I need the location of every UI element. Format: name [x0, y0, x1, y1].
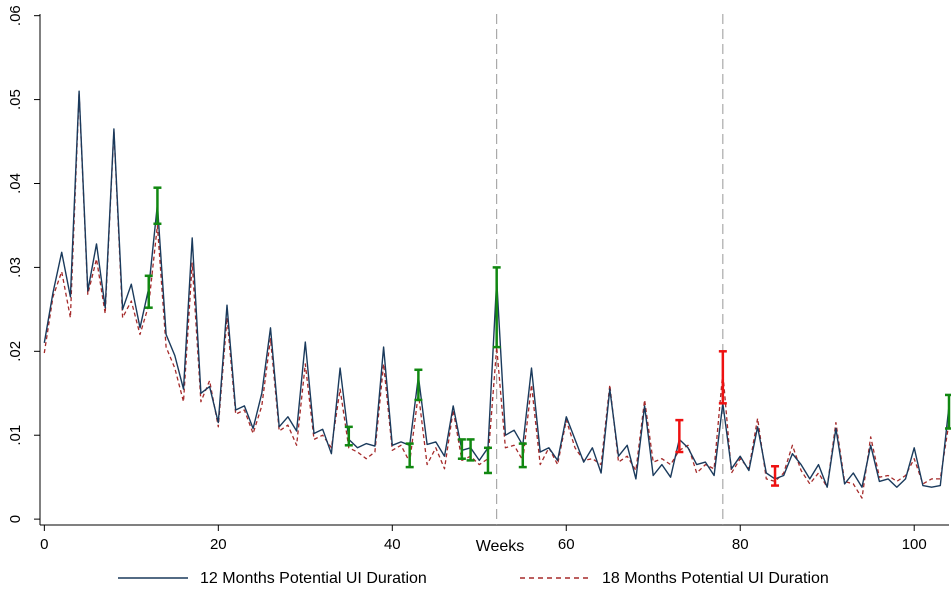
- error-bars: [144, 186, 951, 487]
- error-bar: [344, 425, 353, 447]
- y-tick-label: .01: [7, 425, 24, 446]
- y-tick-label: .03: [7, 257, 24, 278]
- error-bar: [483, 446, 492, 475]
- error-bar: [144, 274, 153, 309]
- y-tick-label: .02: [7, 341, 24, 362]
- error-bar: [945, 393, 951, 430]
- error-bar: [675, 418, 684, 454]
- legend-label: 18 Months Potential UI Duration: [602, 570, 829, 587]
- error-bar: [153, 186, 162, 226]
- error-bar: [405, 442, 414, 469]
- error-bar: [414, 368, 423, 402]
- x-tick-label: 0: [40, 536, 48, 553]
- x-tick-label: 60: [558, 536, 575, 553]
- error-bar: [718, 350, 727, 405]
- y-tick-label: .05: [7, 89, 24, 110]
- axes: 0 .01 .02 .03 .04 .05 .06 0 20 40 60 80 100: [7, 5, 949, 553]
- y-tick-label: .04: [7, 173, 24, 194]
- y-tick-label: 0: [7, 515, 24, 523]
- error-bar: [771, 465, 780, 487]
- x-tick-label: 40: [384, 536, 401, 553]
- error-bar: [492, 266, 501, 349]
- x-tick-label: 20: [210, 536, 227, 553]
- error-bar: [518, 442, 527, 469]
- x-tick-label: 80: [732, 536, 749, 553]
- series-line: [43, 92, 950, 499]
- x-tick-label: 100: [902, 536, 927, 553]
- error-bar: [466, 438, 475, 462]
- x-axis-label: Weeks: [476, 538, 525, 555]
- error-bar: [457, 438, 466, 460]
- legend: 12 Months Potential UI Duration 18 Months…: [118, 570, 829, 587]
- y-tick-label: .06: [7, 5, 24, 26]
- legend-label: 12 Months Potential UI Duration: [200, 570, 427, 587]
